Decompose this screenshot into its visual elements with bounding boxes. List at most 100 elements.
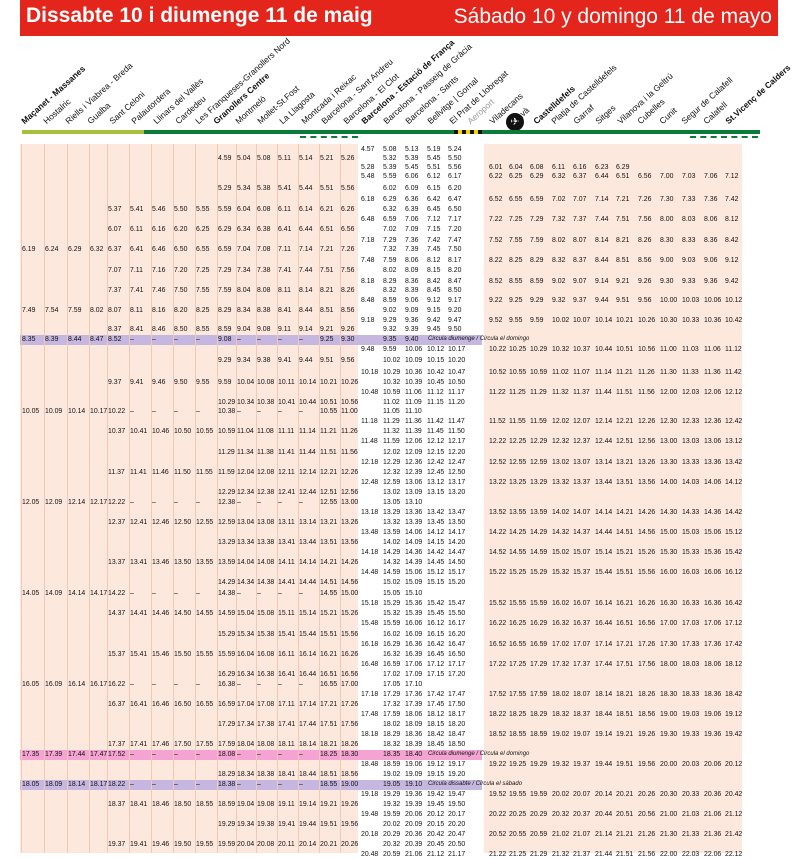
time-cell: – xyxy=(299,590,303,597)
time-cell: 7.16 xyxy=(152,267,166,274)
time-cell: 12.51 xyxy=(616,438,634,445)
time-cell: 9.36 xyxy=(704,278,718,285)
time-cell: 16.30 xyxy=(660,600,678,607)
time-cell: 15.41 xyxy=(278,631,296,638)
time-cell: 15.04 xyxy=(237,610,255,617)
time-cell: 14.00 xyxy=(660,479,678,486)
time-cell: 13.11 xyxy=(278,519,295,526)
time-cell: – xyxy=(152,781,156,788)
time-cell: 9.51 xyxy=(320,357,334,364)
time-cell: 12.11 xyxy=(278,469,295,476)
time-cell: 12.55 xyxy=(320,499,338,506)
time-cell: 18.00 xyxy=(660,661,678,668)
time-cell: 5.08 xyxy=(383,146,397,153)
time-cell: 18.37 xyxy=(108,801,126,808)
time-cell: 9.59 xyxy=(383,346,397,353)
time-cell: 13.29 xyxy=(530,479,548,486)
time-cell: 11.44 xyxy=(595,389,612,396)
time-cell: 6.44 xyxy=(595,173,609,180)
time-cell: 8.03 xyxy=(682,216,696,223)
time-cell: 10.29 xyxy=(218,399,236,406)
time-cell: 20.59 xyxy=(530,831,548,838)
time-cell: 6.08 xyxy=(530,164,544,171)
time-cell: 14.42 xyxy=(725,509,743,516)
time-cell: 8.52 xyxy=(108,336,122,343)
time-cell: 7.20 xyxy=(448,226,462,233)
time-cell: 15.14 xyxy=(595,549,613,556)
time-cell: 11.12 xyxy=(427,389,444,396)
time-cell: 9.35 xyxy=(383,336,397,343)
station-header: ✈ Maçanet - Massanes Hostalric Riells i Vi… xyxy=(0,36,803,144)
time-cell: 12.55 xyxy=(196,519,214,526)
time-cell: 17.41 xyxy=(278,721,296,728)
time-cell: 17.37 xyxy=(573,661,591,668)
time-cell: 5.29 xyxy=(218,185,232,192)
time-cell: – xyxy=(237,336,241,343)
time-cell: 20.02 xyxy=(552,791,570,798)
time-cell: 8.33 xyxy=(682,237,696,244)
time-cell: 8.12 xyxy=(725,216,739,223)
time-cell: 19.04 xyxy=(237,801,255,808)
time-cell: 7.32 xyxy=(552,216,566,223)
time-cell: 9.47 xyxy=(448,317,462,324)
time-cell: 5.48 xyxy=(361,173,375,180)
time-cell: 18.45 xyxy=(427,741,445,748)
time-cell: 12.41 xyxy=(278,489,296,496)
time-cell: 13.52 xyxy=(489,509,507,516)
time-cell: 16.26 xyxy=(638,600,656,607)
time-cell: 12.45 xyxy=(427,469,445,476)
time-cell: 15.50 xyxy=(174,651,192,658)
time-cell: – xyxy=(257,590,261,597)
time-cell: 19.12 xyxy=(427,761,445,768)
time-cell: 14.29 xyxy=(530,529,548,536)
time-cell: 10.22 xyxy=(489,346,507,353)
time-cell: 11.42 xyxy=(427,418,444,425)
time-cell: 16.38 xyxy=(257,671,275,678)
time-cell: 8.02 xyxy=(552,237,566,244)
time-cell: – xyxy=(278,681,282,688)
time-cell: 7.20 xyxy=(174,267,188,274)
time-cell: 17.55 xyxy=(509,691,527,698)
time-cell: 8.51 xyxy=(320,307,334,314)
time-cell: 16.38 xyxy=(218,681,236,688)
time-cell: 18.12 xyxy=(427,711,445,718)
time-cell: 18.42 xyxy=(427,731,445,738)
time-cell: 13.55 xyxy=(509,509,527,516)
time-cell: 13.21 xyxy=(320,519,338,526)
time-cell: – xyxy=(174,499,178,506)
time-cell: 20.12 xyxy=(725,761,743,768)
time-cell: 21.42 xyxy=(725,831,743,838)
line-dashed-segment xyxy=(690,136,758,138)
time-cell: 7.37 xyxy=(108,287,122,294)
time-cell: 7.11 xyxy=(278,246,291,253)
time-cell: 7.00 xyxy=(660,173,674,180)
time-cell: 20.36 xyxy=(405,831,423,838)
time-cell: – xyxy=(257,336,261,343)
time-cell: 7.04 xyxy=(237,246,251,253)
time-cell: – xyxy=(299,681,303,688)
time-cell: 6.25 xyxy=(196,226,210,233)
time-cell: – xyxy=(130,590,134,597)
time-cell: 15.50 xyxy=(448,610,466,617)
time-cell: 10.15 xyxy=(427,357,445,364)
column-separator xyxy=(195,144,196,853)
time-cell: 12.44 xyxy=(595,438,613,445)
time-cell: 12.17 xyxy=(90,499,108,506)
time-cell: 13.26 xyxy=(638,459,656,466)
time-cell: 12.29 xyxy=(383,459,401,466)
time-cell: 16.06 xyxy=(405,620,423,627)
column-separator xyxy=(173,144,174,853)
time-cell: – xyxy=(152,681,156,688)
time-cell: 16.29 xyxy=(383,641,401,648)
time-cell: 9.33 xyxy=(682,278,696,285)
time-cell: 11.26 xyxy=(638,369,655,376)
time-cell: 16.12 xyxy=(427,620,445,627)
time-cell: 6.01 xyxy=(489,164,503,171)
time-cell: 13.21 xyxy=(616,459,634,466)
time-cell: – xyxy=(237,408,241,415)
time-cell: 5.38 xyxy=(257,185,271,192)
time-cell: 20.39 xyxy=(405,841,423,848)
time-cell: 14.08 xyxy=(257,559,275,566)
time-cell: 18.36 xyxy=(704,691,722,698)
time-cell: 20.45 xyxy=(427,841,445,848)
